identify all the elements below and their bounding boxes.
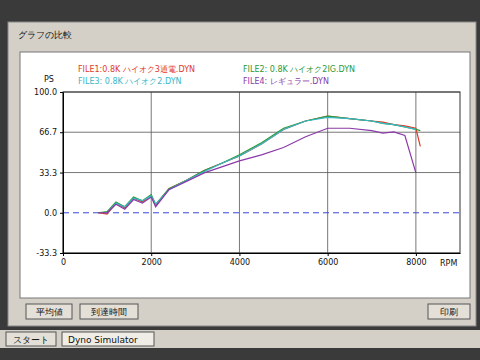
x-tick: 6000 bbox=[318, 253, 338, 267]
x-tick: 8000 bbox=[406, 253, 426, 267]
button-label[interactable]: 到達時間 bbox=[91, 307, 127, 317]
y-tick: 100.0 bbox=[34, 88, 63, 97]
grid bbox=[63, 92, 460, 253]
y-grid-line bbox=[63, 172, 460, 173]
x-tick-mark bbox=[328, 253, 329, 256]
plot-lines bbox=[98, 116, 420, 214]
y-axis-line bbox=[63, 93, 64, 254]
button[interactable] bbox=[428, 304, 470, 319]
legend-entry: FILE3: 0.8K ハイオク2.DYN bbox=[78, 77, 182, 86]
plot-frame bbox=[63, 92, 460, 253]
start-label[interactable]: スタート bbox=[13, 335, 49, 345]
y-axis: 100.0 66.7 33.3 0.0 -33.3 bbox=[34, 88, 63, 258]
chart-panel bbox=[20, 52, 470, 298]
series-line bbox=[107, 117, 416, 212]
y-tick: 33.3 bbox=[39, 169, 63, 178]
x-tick-mark bbox=[63, 253, 64, 256]
series-line bbox=[98, 116, 420, 213]
legend-entry: FILE1:0.8K ハイオク3通電.DYN bbox=[78, 65, 195, 74]
button-label[interactable]: 印刷 bbox=[440, 307, 458, 317]
button[interactable] bbox=[26, 304, 72, 319]
y-tick: 0.0 bbox=[44, 209, 63, 218]
taskbar bbox=[0, 330, 480, 348]
legend: FILE1:0.8K ハイオク3通電.DYN FILE2: 0.8K ハイオク2I… bbox=[78, 65, 355, 86]
y-grid-line bbox=[63, 212, 460, 213]
y-tick-mark bbox=[60, 132, 63, 133]
y-grid-line bbox=[63, 132, 460, 133]
y-tick-label: 33.3 bbox=[39, 169, 57, 178]
background bbox=[0, 0, 480, 360]
y-tick-mark bbox=[60, 213, 63, 214]
y-tick-label: 100.0 bbox=[34, 88, 57, 97]
x-axis-title: RPM bbox=[440, 259, 457, 268]
x-grid-line bbox=[239, 92, 240, 253]
series-line bbox=[98, 116, 420, 214]
window-title: グラフの比較 bbox=[18, 30, 72, 40]
x-tick: 2000 bbox=[142, 253, 162, 267]
x-tick-label: 4000 bbox=[230, 258, 250, 267]
series-line bbox=[98, 128, 416, 213]
y-tick-mark bbox=[60, 173, 63, 174]
app-label[interactable]: Dyno Simulator bbox=[68, 335, 138, 345]
x-tick-label: 6000 bbox=[318, 258, 338, 267]
x-axis: 0 2000 4000 6000 8000 bbox=[61, 253, 461, 267]
button[interactable] bbox=[80, 304, 138, 319]
x-tick-mark bbox=[151, 253, 152, 256]
legend-entry: FILE2: 0.8K ハイオク2IG.DYN bbox=[243, 65, 355, 74]
y-tick-mark bbox=[60, 253, 63, 254]
start-button[interactable] bbox=[6, 332, 56, 346]
x-tick-label: 2000 bbox=[142, 258, 162, 267]
y-tick: 66.7 bbox=[39, 128, 63, 137]
x-tick: 0 bbox=[61, 253, 66, 267]
app-button[interactable] bbox=[62, 332, 154, 346]
window bbox=[8, 22, 476, 326]
x-tick-label: 0 bbox=[61, 258, 66, 267]
y-tick-label: -33.3 bbox=[36, 249, 57, 258]
x-tick-mark bbox=[416, 253, 417, 256]
y-tick-label: 0.0 bbox=[44, 209, 57, 218]
legend-entry: FILE4: レギュラー.DYN bbox=[243, 77, 329, 86]
screen: グラフの比較 100.0 66.7 33.3 0.0 -33.3 0 2000 4000 6000… bbox=[0, 0, 480, 360]
x-axis-line bbox=[64, 253, 461, 254]
y-tick: -33.3 bbox=[36, 249, 63, 258]
x-tick-mark bbox=[239, 253, 240, 256]
y-tick-mark bbox=[60, 92, 63, 93]
y-tick-label: 66.7 bbox=[39, 128, 57, 137]
y-axis-title: PS bbox=[44, 75, 54, 84]
x-grid-line bbox=[151, 92, 152, 253]
button-label[interactable]: 平均値 bbox=[36, 307, 63, 317]
x-tick: 4000 bbox=[230, 253, 250, 267]
x-tick-label: 8000 bbox=[406, 258, 426, 267]
